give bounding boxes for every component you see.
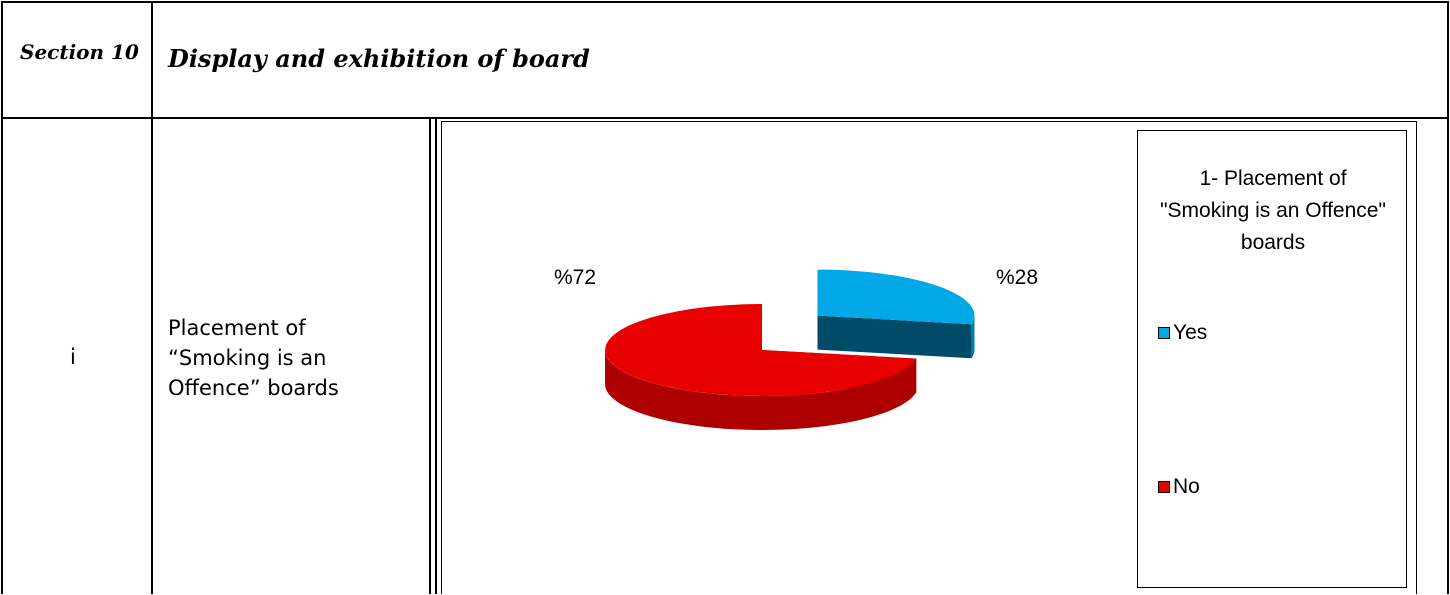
data-label: %28 — [996, 266, 1038, 289]
section-title: Display and exhibition of board — [168, 44, 590, 73]
legend-swatch — [1158, 327, 1170, 339]
border — [1, 117, 1449, 119]
row-text: Placement of “Smoking is an Offence” boa… — [168, 316, 339, 400]
border — [429, 119, 431, 594]
section-label: Section 10 — [20, 40, 139, 64]
legend-title: 1- Placement of "Smoking is an Offence" … — [1160, 167, 1386, 254]
border — [1, 1, 3, 594]
chart-area: %28 %72 1- Placement of "Smoking is an Of… — [441, 121, 1417, 594]
border — [435, 119, 437, 594]
legend-swatch — [1158, 481, 1170, 493]
slice-side — [817, 315, 972, 359]
data-label: %72 — [554, 266, 596, 289]
slice-wall — [605, 350, 917, 430]
legend-label: No — [1173, 475, 1200, 498]
border — [1447, 1, 1449, 594]
legend: 1- Placement of "Smoking is an Offence" … — [1137, 130, 1407, 588]
legend-label: Yes — [1173, 321, 1208, 344]
border — [151, 1, 153, 594]
slice — [817, 269, 975, 325]
legend-item: No — [1158, 475, 1200, 499]
pie-chart: %28 %72 — [554, 266, 1038, 430]
slice — [605, 304, 917, 396]
legend-item: Yes — [1158, 321, 1207, 345]
slice-wall — [971, 315, 975, 359]
row-index: i — [70, 345, 76, 369]
border — [1, 1, 1449, 3]
